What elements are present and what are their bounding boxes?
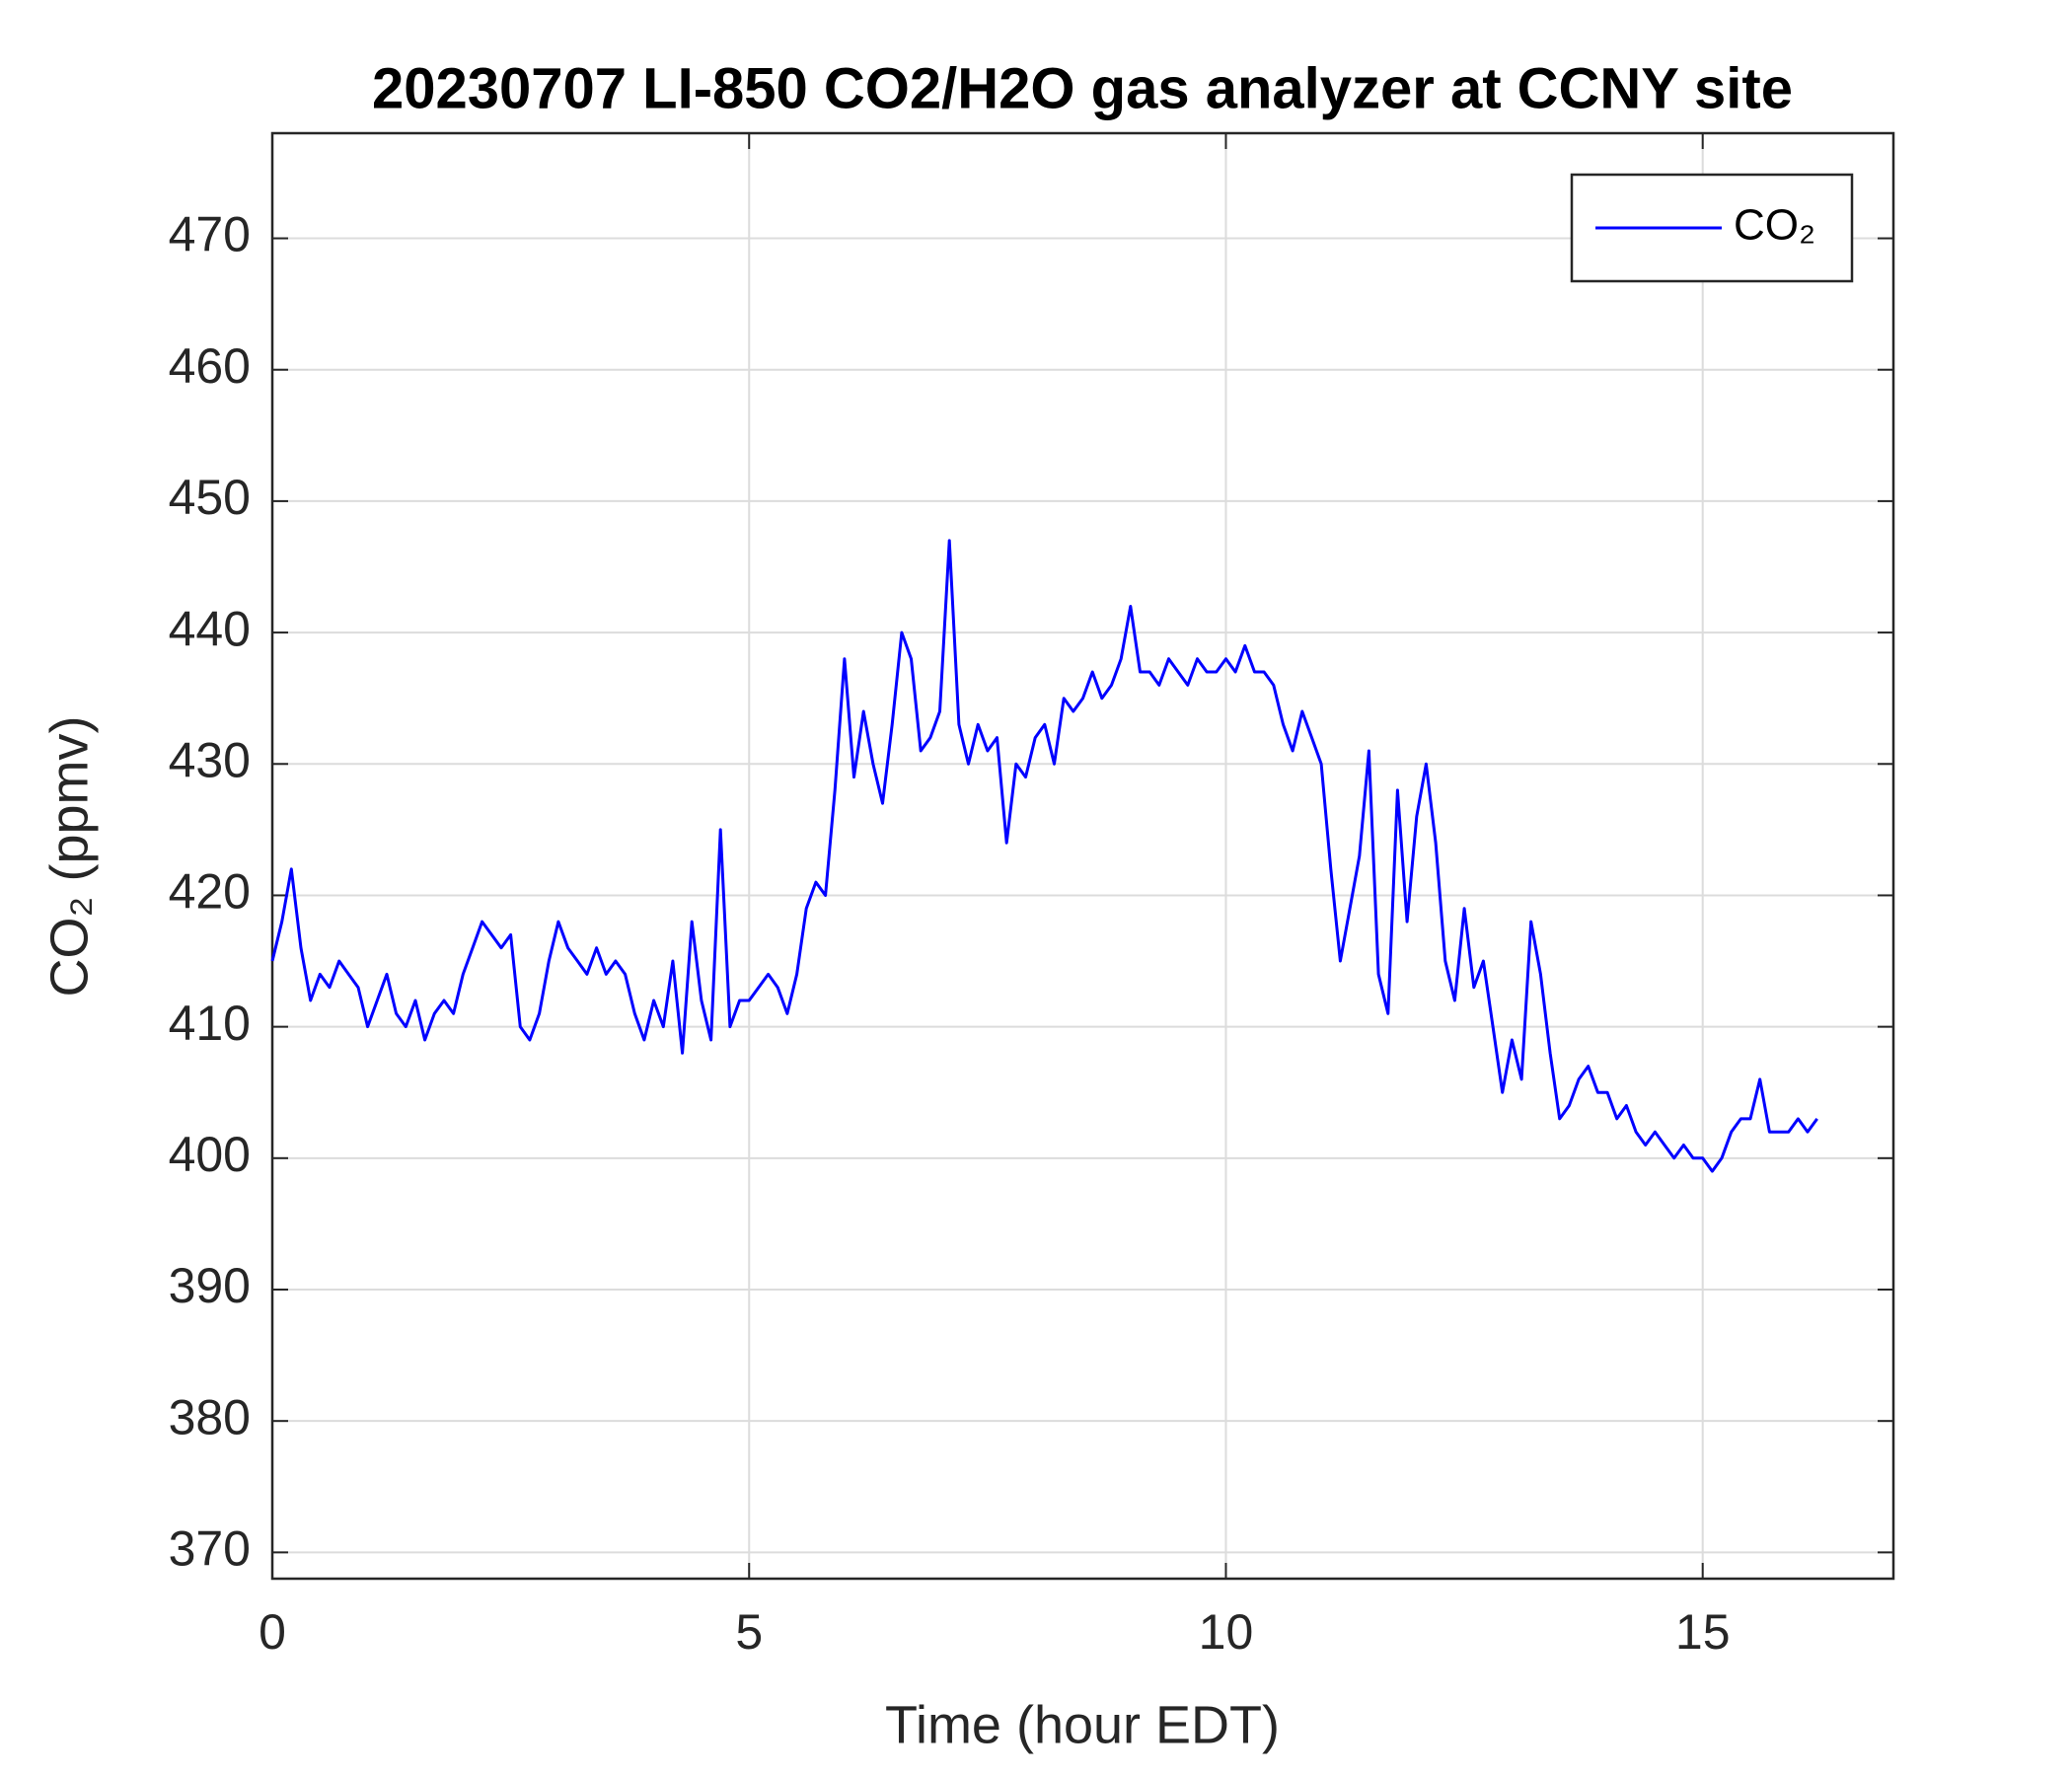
y-tick-label: 400 <box>169 1127 251 1182</box>
y-tick-label: 430 <box>169 732 251 787</box>
x-tick-label: 10 <box>1199 1604 1254 1660</box>
y-tick-label: 380 <box>169 1389 251 1444</box>
chart-title: 20230707 LI-850 CO2/H2O gas analyzer at … <box>372 56 1793 120</box>
y-tick-label: 370 <box>169 1521 251 1577</box>
y-tick-label: 460 <box>169 338 251 394</box>
x-tick-label: 15 <box>1675 1604 1731 1660</box>
data-line <box>270 539 1818 1173</box>
y-axis-label: CO₂ (ppmv) <box>39 716 99 998</box>
y-tick-label: 390 <box>169 1258 251 1313</box>
x-tick-label: 0 <box>259 1604 286 1660</box>
y-tick-label: 410 <box>169 996 251 1051</box>
y-tick-label: 450 <box>169 470 251 525</box>
y-tick-label: 440 <box>169 601 251 656</box>
plot-frame <box>270 131 1895 1581</box>
y-tick-label: 470 <box>169 207 251 262</box>
y-tick-label: 420 <box>169 864 251 920</box>
legend-label: CO₂ <box>1734 201 1815 250</box>
x-axis-label: Time (hour EDT) <box>885 1695 1280 1754</box>
x-tick-label: 5 <box>735 1604 763 1660</box>
